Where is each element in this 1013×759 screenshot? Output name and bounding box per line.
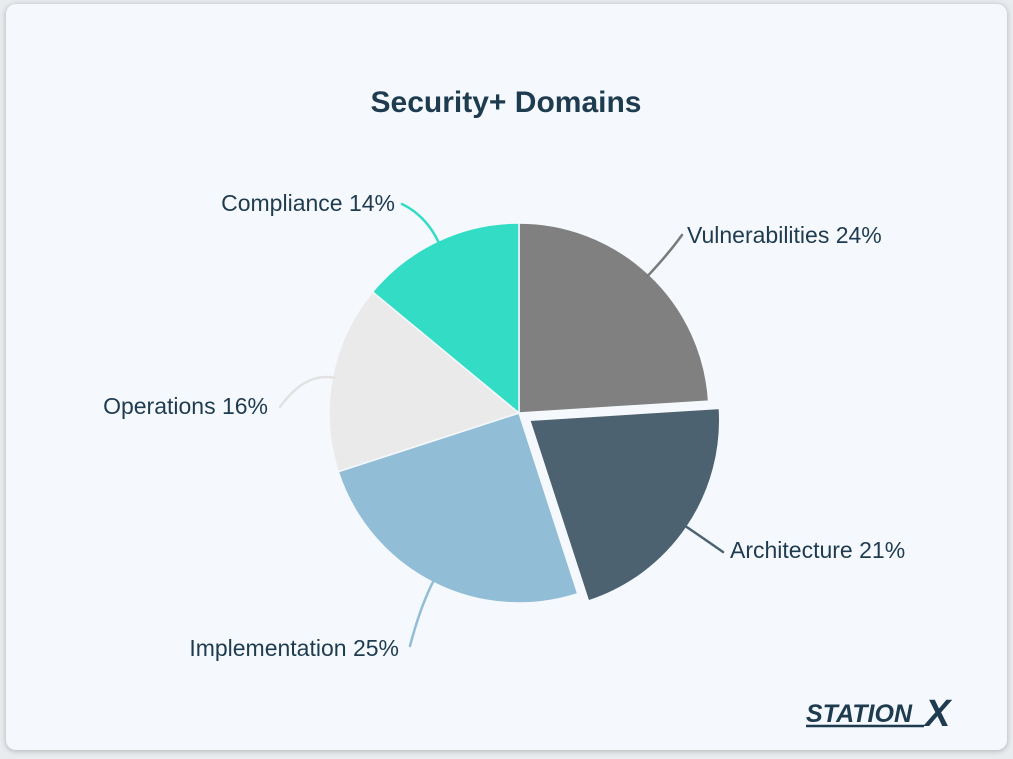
leader-line-architecture [683,524,725,554]
logo-text-x: X [923,693,953,735]
chart-card: Security+ Domains Vulnerabilities 24% Arc… [6,4,1007,750]
chart-title: Security+ Domains [371,86,642,119]
leader-line-vulnerabilities [646,233,684,278]
slice-label-vulnerabilities: Vulnerabilities 24% [687,222,882,248]
slice-label-implementation: Implementation 25% [189,635,399,661]
slice-label-compliance: Compliance 14% [221,190,395,216]
leader-lines [278,202,725,648]
pie-chart: Security+ Domains Vulnerabilities 24% Arc… [103,86,953,735]
leader-line-compliance [400,202,441,245]
slice-labels: Vulnerabilities 24% Architecture 21% Imple… [103,190,905,661]
slice-label-operations: Operations 16% [103,393,268,419]
stationx-logo: STATION X [806,693,953,735]
slice-label-architecture: Architecture 21% [730,537,905,563]
logo-text-station: STATION [806,700,913,728]
pie-slices [328,222,721,604]
pie-slice-vulnerabilities [518,222,710,414]
leader-line-operations [278,375,336,409]
leader-line-implementation [408,579,435,648]
